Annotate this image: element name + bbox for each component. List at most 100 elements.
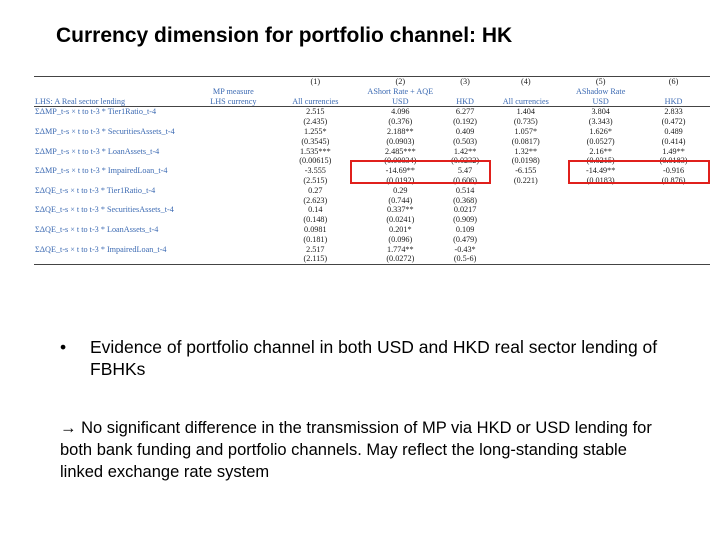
- table-cell: 0.29: [393, 185, 408, 195]
- table-row: ΣΔQE_t-s × t to t-3 * Tier1Ratio_t-4 0.27…: [34, 186, 710, 196]
- table-cell: [637, 215, 710, 225]
- bullet-text: Evidence of portfolio channel in both US…: [90, 337, 658, 379]
- table-cell: [564, 254, 638, 266]
- table-cell: (2.623): [303, 195, 328, 205]
- table-spacer-cell: [194, 186, 273, 196]
- table-cell: 0.337**: [387, 205, 414, 215]
- table-cell: 5.47: [457, 166, 473, 176]
- table-cell: -3.555: [304, 166, 326, 176]
- table-cell: [487, 196, 564, 206]
- table-cell: (0.181): [303, 234, 328, 244]
- table-cell: (0.606): [453, 175, 477, 185]
- table-cell: [487, 254, 565, 266]
- table-cell: (0.148): [303, 215, 328, 225]
- table-row: ΣΔMP_t-s × t to t-3 * ImpairedLoan_t-4 -3…: [34, 166, 710, 176]
- table-row: ΣΔMP_t-s × t to t-3 * LoanAssets_t-4 1.53…: [34, 147, 710, 157]
- table-cell: [487, 205, 564, 215]
- table-cell: (0.0272): [357, 254, 443, 266]
- table-cell: 2.517: [306, 244, 325, 254]
- table-row-label: ΣΔQE_t-s × t to t-3 * ImpairedLoan_t-4: [35, 244, 167, 254]
- table-row-label: [34, 235, 194, 245]
- table-row: (0.3545) (0.0903) (0.503) (0.0817) (0.0527) (…: [34, 137, 710, 147]
- table-cell: (0.192): [453, 117, 477, 127]
- table-row: (2.515) (0.0192) (0.606) (0.221) (0.0183) (0.…: [34, 176, 710, 186]
- table-cell: [564, 225, 637, 235]
- table-cell: 1.535***: [299, 146, 331, 156]
- table-cell: 3.804: [591, 107, 610, 117]
- table-spacer-cell: [194, 137, 273, 147]
- table-cell: 2.833: [664, 107, 683, 117]
- table-cell: (0.0903): [386, 136, 415, 146]
- table-cell: [637, 254, 710, 266]
- table-cell: 2.188**: [387, 126, 414, 136]
- table-cell: (0.414): [661, 136, 686, 146]
- table-col-number: (5): [564, 76, 638, 87]
- table-spacer-cell: [194, 176, 273, 186]
- table-spacer-cell: [194, 235, 273, 245]
- table-spacer-cell: [194, 117, 273, 127]
- table-cell: 2.16**: [589, 146, 612, 156]
- table-cell: (2.515): [303, 175, 328, 185]
- table-cell: (0.479): [453, 234, 477, 244]
- highlight-box-usd-hkd: [350, 160, 491, 184]
- table-spacer-cell: [193, 254, 273, 266]
- table-cell: [487, 235, 564, 245]
- table-header-cell: USD: [357, 96, 443, 108]
- table-cell: (0.735): [513, 117, 538, 127]
- table-cell: (0.376): [388, 117, 413, 127]
- table-row-label: [34, 156, 194, 166]
- table-row: ΣΔQE_t-s × t to t-3 * SecuritiesAssets_t…: [34, 205, 710, 215]
- table-cell: (0.3545): [301, 136, 330, 146]
- table-cell: [487, 225, 564, 235]
- table-spacer-cell: [194, 107, 273, 117]
- table-row-label: ΣΔMP_t-s × t to t-3 * SecuritiesAssets_t…: [35, 126, 175, 136]
- table-spacer-cell: [194, 245, 273, 255]
- table-cell: (0.0198): [511, 156, 540, 166]
- table-cell: [637, 205, 710, 215]
- table-header-row: LHS: A Real sector lending LHS currency …: [34, 96, 710, 108]
- table-cell: (3.343): [588, 117, 613, 127]
- table-cell: -6.155: [515, 166, 537, 176]
- table-row: (2.115) (0.0272) (0.5-6): [34, 254, 710, 266]
- table-cell: (0.0183): [586, 175, 615, 185]
- table-cell: (2.115): [272, 254, 358, 266]
- conclusion-text-block: → No significant difference in the trans…: [60, 417, 660, 483]
- table-header-cell: All currencies: [272, 96, 358, 108]
- table-cell: 0.489: [664, 126, 683, 136]
- right-arrow-icon: →: [60, 419, 77, 437]
- conclusion-text: No significant difference in the transmi…: [60, 419, 652, 481]
- table-cell: 0.201*: [389, 224, 412, 234]
- table-cell: (0.744): [388, 195, 413, 205]
- table-cell: (0.472): [661, 117, 686, 127]
- table-row: ΣΔQE_t-s × t to t-3 * LoanAssets_t-4 0.09…: [34, 225, 710, 235]
- table-spacer-cell: [194, 196, 273, 206]
- table-cell: (2.435): [303, 117, 328, 127]
- table-header-row: MP measure AShort Rate + AQE AShadow Rat…: [34, 87, 710, 97]
- table-row: (0.148) (0.0241) (0.909): [34, 215, 710, 225]
- table-cell: 1.255*: [304, 126, 327, 136]
- table-cell: [564, 186, 637, 196]
- table-row-label: [34, 196, 194, 206]
- table-col-number: (3): [442, 76, 488, 87]
- table-spacer-cell: [194, 205, 273, 215]
- table-header-cell: All currencies: [487, 96, 565, 108]
- table-row: ΣΔMP_t-s × t to t-3 * Tier1Ratio_t-4 2.51…: [34, 107, 710, 117]
- table-cell: [637, 196, 710, 206]
- table-spacer-cell: [194, 215, 273, 225]
- table-cell: 4.096: [391, 107, 410, 117]
- table-cell: 2.515: [306, 107, 325, 117]
- table-spacer-cell: [194, 127, 273, 137]
- table-row-label: ΣΔQE_t-s × t to t-3 * SecuritiesAssets_t…: [35, 205, 174, 215]
- table-cell: -0.43*: [454, 244, 476, 254]
- table-cell: 0.0217: [453, 205, 477, 215]
- table-row: ΣΔQE_t-s × t to t-3 * ImpairedLoan_t-4 2.…: [34, 245, 710, 255]
- table-row-label: [34, 117, 194, 127]
- table-cell: 0.409: [455, 126, 475, 136]
- table-cell: [487, 215, 564, 225]
- table-cell: 1.32**: [514, 146, 538, 156]
- table-cell: (0.0241): [386, 215, 415, 225]
- table-spacer-cell: [194, 225, 273, 235]
- table-header-cell: AShort Rate + AQE: [367, 86, 434, 96]
- table-cell: 2.485***: [384, 146, 416, 156]
- bullet-point: • Evidence of portfolio channel in both …: [60, 336, 680, 380]
